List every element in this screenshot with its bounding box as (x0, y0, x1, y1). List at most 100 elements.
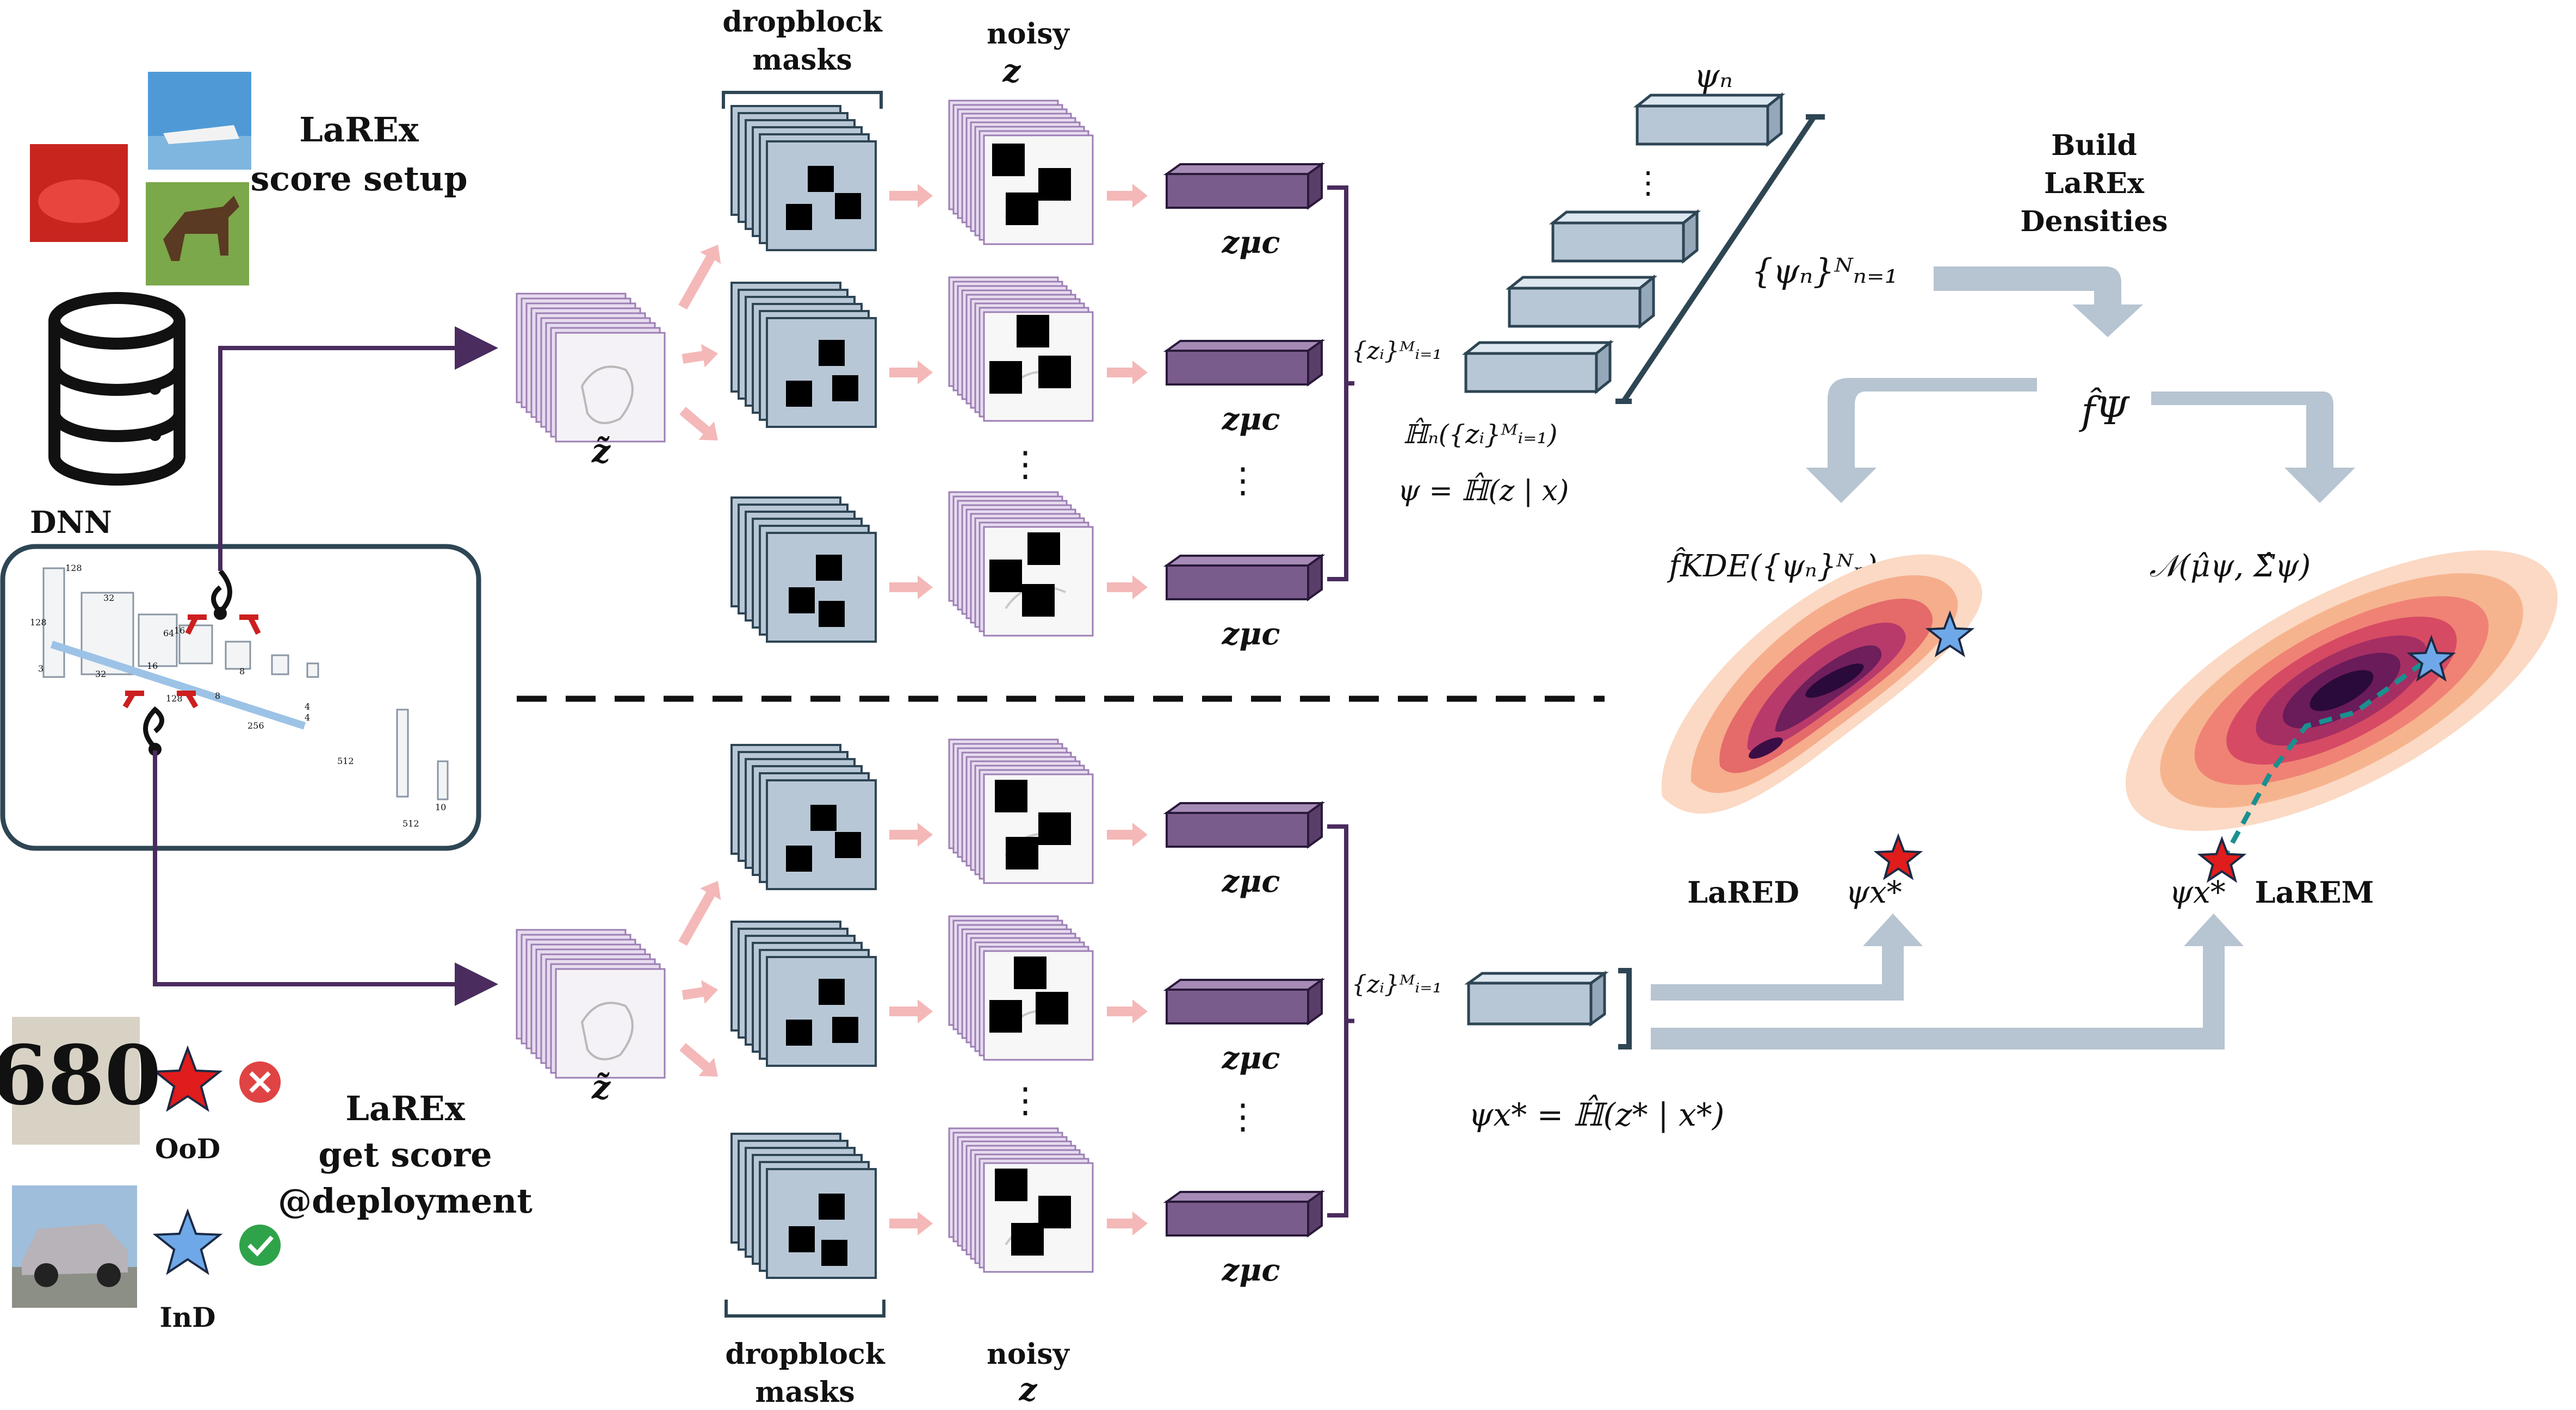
feature-hook-bottom (122, 691, 199, 756)
deploy-noisy-arrow-2 (1107, 999, 1148, 1023)
deploy-z-mu-label-3: zμc (1222, 1252, 1280, 1288)
deploy-collect-bracket (1327, 824, 1354, 1218)
build-label-line2: LaREx (2044, 167, 2145, 200)
dnn-dim-label-15: 512 (337, 756, 354, 766)
to-gauss-arrow (2151, 392, 2355, 503)
psi-n-label: ψₙ (1694, 57, 1732, 95)
deploy-z-tilde-stack (516, 929, 666, 1079)
deployment-feature-arrow (153, 750, 498, 1006)
deployment-title-line1: LaREx (345, 1089, 466, 1128)
entropy-set-label: ℍ̂ₙ({zᵢ}ᴹᵢ₌₁) (1403, 417, 1557, 450)
gaussian-label: 𝒩(μ̂ψ, Σ̂ψ) (2150, 549, 2311, 584)
ood-legend-star (152, 1045, 223, 1112)
deployment-title-line2: get score (318, 1135, 492, 1175)
ood-star-larem (2197, 836, 2247, 883)
gaussian-density-plot (2125, 550, 2558, 831)
dnn-dim-label-17: 10 (435, 802, 446, 812)
deploy-noisy-stack-1 (948, 738, 1094, 884)
dnn-dim-label-8: 16 (174, 625, 185, 636)
deploy-mask-arrow-2 (889, 999, 933, 1023)
deploy-noisy-stack-2 (948, 915, 1094, 1061)
dropblock-label-bottom-line1: dropblock (725, 1338, 885, 1371)
f-psi-label: f̂Ψ (2078, 388, 2130, 433)
psi-definition: ψ = ℍ̂(z | x) (1398, 473, 1569, 507)
deploy-z-mu-label-1: zμc (1222, 864, 1280, 899)
build-label-line3: Densities (2020, 205, 2168, 238)
dnn-dim-label-2: 128 (30, 617, 47, 628)
dnn-dim-label-6: 64 (163, 628, 174, 638)
psi-star-larem: ψx* (2169, 875, 2226, 910)
dnn-layer-1 (42, 567, 65, 678)
setup-noisy-stack-3 (948, 491, 1094, 637)
feature-hook-top (185, 569, 261, 635)
z-set-label-bottom: {zᵢ}ᴹᵢ₌₁ (1352, 971, 1442, 998)
dnn-layer-4 (178, 624, 213, 664)
deploy-noisy-arrow-3 (1107, 1212, 1148, 1235)
dnn-layer-3 (138, 613, 178, 667)
dnn-dim-label-11: 8 (215, 691, 220, 701)
setup-fanout-arrow-2 (682, 344, 718, 368)
cross-icon (239, 1061, 281, 1103)
deploy-mask-arrow-3 (889, 1212, 933, 1235)
setup-z-mu-bar-2 (1163, 339, 1326, 387)
setup-noisy-dots: ⋮ (1008, 444, 1043, 485)
dropblock-label-top-line2: masks (752, 44, 852, 77)
to-lared-arrow (1651, 914, 1923, 1001)
car-body (38, 179, 120, 223)
setup-noisy-arrow-3 (1107, 575, 1148, 599)
dnn-dim-label-12: 256 (247, 720, 264, 731)
setup-feature-arrow (218, 326, 498, 571)
deploy-fanout-arrow-3 (679, 1043, 718, 1077)
setup-mask-arrow-2 (889, 361, 933, 384)
setup-pipeline: z̃ zμc zμc zμc ⋮ ⋮ (516, 100, 1354, 652)
deployment-pipeline: z̃ zμc zμc zμc ⋮ ⋮ (516, 738, 1354, 1288)
noisy-label-top-line2: z (1002, 52, 1021, 89)
deploy-mask-arrow-1 (889, 823, 933, 847)
psi-star-lared: ψx* (1846, 875, 1902, 910)
dnn-box (0, 544, 481, 851)
build-label-line1: Build (2051, 129, 2137, 162)
ood-star-lared (1873, 833, 1923, 880)
psi-star-vector (1464, 971, 1609, 1027)
psi-star-bracket (1618, 968, 1632, 1049)
larem-label: LaREM (2255, 875, 2374, 910)
setup-dropblock-stack-3 (730, 496, 877, 643)
noisy-label-bottom-line2: z (1019, 1371, 1038, 1407)
deploy-noisy-stack-3 (948, 1127, 1094, 1273)
dnn-label: DNN (30, 505, 112, 541)
deployment-title-line3: @deployment (278, 1181, 532, 1221)
psi-vector-2 (1549, 209, 1701, 264)
deploy-fanout-arrow-1 (678, 881, 721, 946)
density-flow-arrows (1651, 266, 2355, 1049)
setup-z-mu-dots: ⋮ (1225, 461, 1260, 501)
dnn-dim-label-16: 512 (403, 818, 419, 829)
ind-legend-star (152, 1208, 223, 1275)
setup-z-tilde-stack (516, 293, 666, 443)
psi-vector-1 (1633, 92, 1786, 147)
dnn-dim-label-10: 8 (239, 666, 245, 676)
setup-z-mu-label-1: zμc (1222, 225, 1280, 260)
dnn-layer-9 (437, 760, 449, 800)
dnn-dim-label-4: 32 (103, 593, 114, 603)
ind-label: InD (159, 1301, 215, 1333)
setup-mask-arrow-1 (889, 184, 933, 208)
dropblock-label-top-line1: dropblock (722, 5, 882, 39)
dnn-dim-label-3: 3 (38, 663, 44, 674)
setup-noisy-arrow-1 (1107, 184, 1148, 208)
deploy-z-mu-bar-1 (1163, 801, 1326, 849)
setup-mask-arrow-3 (889, 575, 933, 599)
setup-fanout-arrow-3 (679, 407, 718, 440)
psi-vector-4 (1462, 339, 1614, 395)
deploy-noisy-dots: ⋮ (1008, 1080, 1043, 1121)
deploy-z-mu-bar-3 (1163, 1190, 1326, 1238)
dropblock-bracket-bottom (725, 1300, 886, 1318)
density-stars (152, 610, 2456, 1275)
ind-sample-image (12, 1185, 137, 1308)
deploy-dropblock-stack-2 (730, 921, 877, 1067)
deploy-z-mu-bar-2 (1163, 978, 1326, 1026)
dropblock-bracket-top (722, 91, 883, 109)
ood-sample-digits: 680 (0, 1028, 162, 1123)
kde-density-plot (1661, 554, 1983, 814)
